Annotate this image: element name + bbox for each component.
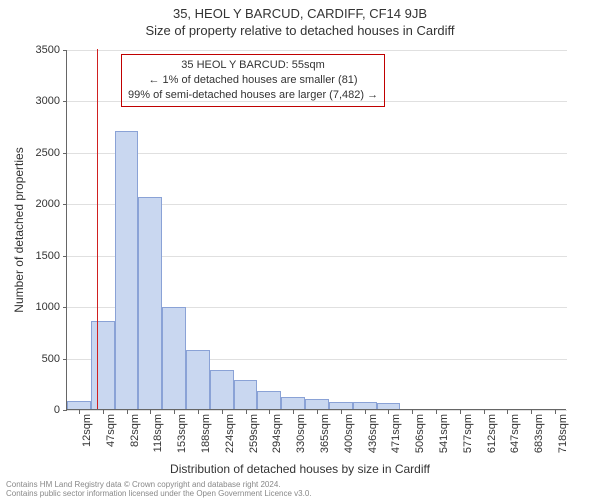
- ytick-mark: [63, 307, 67, 308]
- footer-attribution: Contains HM Land Registry data © Crown c…: [6, 480, 312, 498]
- xtick-mark: [222, 410, 223, 414]
- ytick-mark: [63, 153, 67, 154]
- xtick-label: 577sqm: [462, 414, 474, 464]
- xtick-label: 400sqm: [343, 414, 355, 464]
- histogram-bar: [186, 350, 210, 409]
- xtick-label: 647sqm: [509, 414, 521, 464]
- infobox-line: ← 1% of detached houses are smaller (81): [128, 73, 378, 88]
- histogram-bar: [91, 321, 115, 409]
- ytick-label: 3500: [20, 44, 60, 56]
- ytick-label: 1500: [20, 250, 60, 262]
- ytick-label: 1000: [20, 301, 60, 313]
- xtick-label: 718sqm: [557, 414, 569, 464]
- xtick-mark: [341, 410, 342, 414]
- page-subtitle: Size of property relative to detached ho…: [0, 21, 600, 38]
- xtick-label: 294sqm: [271, 414, 283, 464]
- chart-area: 050010001500200025003000350012sqm47sqm82…: [66, 50, 566, 410]
- xtick-mark: [555, 410, 556, 414]
- xtick-mark: [103, 410, 104, 414]
- histogram-bar: [115, 131, 139, 409]
- ytick-label: 3000: [20, 95, 60, 107]
- xtick-label: 82sqm: [129, 414, 141, 464]
- footer-line-1: Contains HM Land Registry data © Crown c…: [6, 480, 312, 489]
- property-marker-line: [97, 49, 98, 409]
- xtick-label: 612sqm: [486, 414, 498, 464]
- infobox-line: 35 HEOL Y BARCUD: 55sqm: [128, 58, 378, 73]
- xtick-mark: [317, 410, 318, 414]
- ytick-mark: [63, 204, 67, 205]
- page-address-title: 35, HEOL Y BARCUD, CARDIFF, CF14 9JB: [0, 0, 600, 21]
- y-axis-label: Number of detached properties: [12, 147, 26, 312]
- xtick-mark: [246, 410, 247, 414]
- xtick-mark: [198, 410, 199, 414]
- histogram-bar: [162, 307, 186, 409]
- xtick-mark: [127, 410, 128, 414]
- xtick-label: 259sqm: [248, 414, 260, 464]
- property-info-box: 35 HEOL Y BARCUD: 55sqm← 1% of detached …: [121, 54, 385, 107]
- xtick-mark: [484, 410, 485, 414]
- footer-line-2: Contains public sector information licen…: [6, 489, 312, 498]
- xtick-mark: [365, 410, 366, 414]
- histogram-bar: [377, 403, 401, 409]
- xtick-mark: [79, 410, 80, 414]
- ytick-label: 500: [20, 353, 60, 365]
- xtick-label: 436sqm: [367, 414, 379, 464]
- xtick-mark: [436, 410, 437, 414]
- infobox-line: 99% of semi-detached houses are larger (…: [128, 88, 378, 103]
- histogram-bar: [353, 402, 377, 409]
- ytick-mark: [63, 256, 67, 257]
- histogram-bar: [138, 197, 162, 409]
- histogram-bar: [234, 380, 258, 409]
- histogram-bar: [210, 370, 234, 409]
- histogram-bar: [281, 397, 305, 409]
- xtick-mark: [174, 410, 175, 414]
- x-axis-label: Distribution of detached houses by size …: [0, 462, 600, 476]
- ytick-label: 2000: [20, 198, 60, 210]
- histogram-bar: [305, 399, 329, 409]
- ytick-label: 2500: [20, 147, 60, 159]
- xtick-label: 118sqm: [152, 414, 164, 464]
- xtick-label: 47sqm: [105, 414, 117, 464]
- xtick-label: 471sqm: [390, 414, 402, 464]
- xtick-label: 683sqm: [533, 414, 545, 464]
- histogram-bar: [329, 402, 353, 409]
- gridline: [67, 153, 567, 154]
- ytick-label: 0: [20, 404, 60, 416]
- xtick-label: 541sqm: [438, 414, 450, 464]
- xtick-label: 506sqm: [414, 414, 426, 464]
- ytick-mark: [63, 410, 67, 411]
- ytick-mark: [63, 50, 67, 51]
- xtick-label: 12sqm: [81, 414, 93, 464]
- xtick-label: 153sqm: [176, 414, 188, 464]
- xtick-label: 330sqm: [295, 414, 307, 464]
- histogram-bar: [257, 391, 281, 410]
- xtick-mark: [460, 410, 461, 414]
- xtick-label: 188sqm: [200, 414, 212, 464]
- ytick-mark: [63, 359, 67, 360]
- ytick-mark: [63, 101, 67, 102]
- gridline: [67, 50, 567, 51]
- histogram-bar: [67, 401, 91, 409]
- xtick-label: 224sqm: [224, 414, 236, 464]
- xtick-label: 365sqm: [319, 414, 331, 464]
